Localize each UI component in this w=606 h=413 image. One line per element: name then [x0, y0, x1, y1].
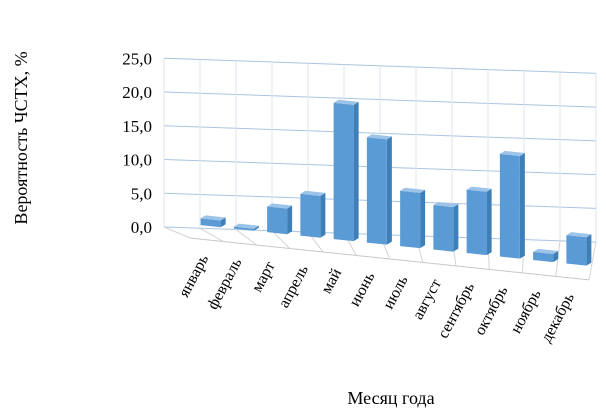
x-category-label: ноябрь: [508, 287, 545, 337]
bar: [466, 186, 492, 256]
x-category-label: февраль: [204, 255, 245, 312]
bar: [533, 248, 559, 263]
bar-side: [453, 204, 459, 252]
bar-top: [200, 215, 226, 221]
bar-top: [533, 248, 559, 255]
bar-top: [267, 203, 293, 209]
x-category-label: июнь: [346, 269, 378, 309]
y-tick-label: 20,0: [122, 83, 152, 102]
bar: [300, 190, 326, 238]
x-category-label: март: [249, 259, 279, 295]
bar: [433, 202, 459, 252]
bar-top: [300, 190, 326, 196]
x-category-label: июль: [380, 273, 412, 312]
bar: [566, 232, 592, 266]
y-axis-ticks: 0,0 5,0 10,0 15,0 20,0 25,0: [122, 49, 152, 237]
bar-front: [433, 205, 454, 252]
bar-top: [366, 134, 392, 140]
bar-top: [433, 202, 459, 208]
bar-front: [333, 102, 354, 242]
bar-front: [400, 190, 421, 249]
bar-top: [566, 232, 592, 238]
floor-line: [588, 242, 597, 280]
bar-front: [466, 189, 487, 256]
bar-side: [420, 189, 426, 249]
y-tick-label: 25,0: [122, 49, 152, 68]
bar-front: [566, 235, 587, 266]
y-tick-label: 5,0: [131, 184, 152, 203]
bar-side: [353, 101, 359, 242]
bar-top: [499, 150, 525, 157]
bar-side: [220, 217, 226, 228]
floor-line: [271, 230, 291, 249]
bar-front: [499, 153, 520, 259]
bar-top: [333, 99, 359, 105]
bar: [333, 99, 359, 242]
bar-side: [586, 234, 592, 266]
bar: [499, 150, 525, 259]
y-tick-label: 0,0: [131, 218, 152, 237]
y-tick-label: 15,0: [122, 117, 152, 136]
y-tick-label: 10,0: [122, 151, 152, 170]
bar-front: [366, 137, 387, 245]
bar-front: [200, 218, 221, 228]
x-category-label: май: [318, 265, 345, 296]
bar-top: [400, 187, 426, 193]
bar-front: [267, 206, 288, 235]
bar: [366, 134, 392, 245]
x-category-label: август: [410, 276, 445, 322]
bar-side: [519, 153, 525, 259]
y-axis-title: Вероятность ЧСТХ, %: [11, 51, 31, 224]
bar-side: [386, 136, 392, 245]
floor-front-edge: [189, 237, 590, 281]
bar-side: [287, 205, 293, 235]
bar-front: [300, 193, 321, 238]
floor-line: [163, 226, 191, 239]
chart-bars: [200, 99, 592, 266]
x-category-label: декабрь: [538, 290, 578, 345]
bar-side: [486, 188, 492, 256]
x-axis-title: Месяц года: [347, 388, 434, 408]
bar-side: [553, 251, 559, 263]
bar-top: [466, 186, 492, 192]
floor-line: [199, 227, 224, 242]
x-category-label: октябрь: [471, 283, 511, 338]
floor-line: [235, 229, 257, 246]
bar-side: [253, 225, 259, 231]
x-category-label: январь: [176, 252, 212, 300]
bar-front: [233, 226, 254, 231]
bar: [233, 223, 259, 231]
x-category-label: апрель: [275, 262, 312, 310]
bar: [400, 187, 426, 249]
bar: [267, 203, 293, 235]
bar: [200, 215, 226, 228]
bar-front: [533, 251, 554, 263]
bar-side: [320, 192, 326, 238]
bar-top: [233, 223, 259, 229]
